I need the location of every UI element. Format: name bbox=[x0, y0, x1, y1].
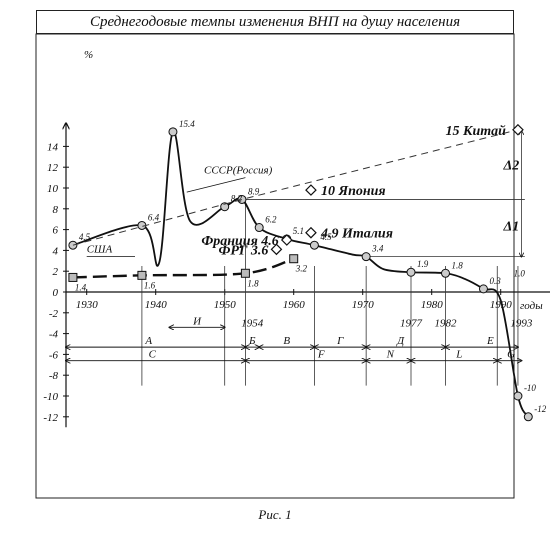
country-marker bbox=[270, 243, 283, 256]
usa-series-name: США bbox=[87, 243, 113, 255]
usa-point bbox=[68, 272, 78, 282]
label-layer: Δ2 Δ1 4.5 6.4 15.4 8.2 8.9 6.2 5.1 4.5 3.4 1.9 1.8 0.… bbox=[75, 119, 547, 414]
ussr-point bbox=[441, 268, 450, 278]
y-tick-label: 12 bbox=[47, 162, 59, 174]
ussr-value-label: 0.3 bbox=[489, 276, 501, 286]
ussr-value-label: 4.5 bbox=[320, 232, 332, 242]
usa-value-label: 1.4 bbox=[75, 282, 87, 292]
ussr-point bbox=[361, 252, 371, 262]
y-tick-label: 4 bbox=[53, 245, 59, 257]
guide-lines bbox=[141, 131, 525, 386]
country-marker bbox=[305, 226, 317, 239]
period-label: А bbox=[144, 335, 152, 347]
period-label: Е bbox=[486, 335, 494, 347]
period-label: В bbox=[283, 335, 290, 347]
country-marker bbox=[280, 234, 293, 246]
ussr-value-label: 15.4 bbox=[179, 119, 195, 129]
period-layer: А И Б В Г Д Е С F N L G bbox=[66, 315, 521, 360]
usa-point bbox=[137, 270, 147, 280]
y-tick-label: -12 bbox=[43, 412, 58, 424]
x-unit-label: годы bbox=[520, 300, 543, 312]
period-label: F bbox=[317, 349, 325, 361]
x-tick-label: 1990 bbox=[490, 299, 513, 311]
y-tick-label: -2 bbox=[49, 308, 59, 320]
period-label: G bbox=[507, 349, 515, 361]
x-tick-label: 1960 bbox=[283, 299, 306, 311]
ussr-value-label: -12 bbox=[534, 404, 546, 414]
x-tick-label: 1970 bbox=[352, 299, 375, 311]
ussr-point bbox=[168, 127, 178, 137]
country-label: 15 Китай bbox=[445, 124, 506, 139]
period-label: Д bbox=[396, 335, 405, 347]
y-unit-label: % bbox=[84, 49, 93, 61]
ussr-value-label: -10 bbox=[524, 383, 536, 393]
series-layer bbox=[68, 123, 533, 422]
ussr-series-name: СССР(Россия) bbox=[204, 164, 273, 176]
y-tick-label: 0 bbox=[53, 287, 59, 299]
ussr-point bbox=[406, 267, 416, 277]
ussr-point bbox=[220, 202, 230, 212]
y-tick-label: 14 bbox=[47, 141, 59, 153]
ussr-value-label: 1.8 bbox=[452, 260, 464, 270]
period-label: И bbox=[192, 315, 202, 327]
y-tick-label: -8 bbox=[49, 370, 59, 382]
usa-point bbox=[240, 268, 250, 278]
period-label: Г bbox=[336, 335, 344, 347]
country-label: 10 Япония bbox=[321, 184, 386, 199]
ussr-value-label: 8.2 bbox=[231, 194, 243, 204]
ussr-value-label: 6.2 bbox=[265, 215, 277, 225]
x-extra-label: 1993 bbox=[510, 317, 533, 329]
ussr-value-label: 1.9 bbox=[417, 259, 429, 269]
country-label: 4.9 Италия bbox=[320, 227, 393, 242]
ussr-value-label: 5.1 bbox=[293, 226, 304, 236]
ussr-value-label: 8.9 bbox=[248, 186, 260, 196]
y-tick-label: 10 bbox=[47, 183, 59, 195]
delta-2-label: Δ2 bbox=[502, 158, 519, 173]
ussr-value-label: 6.4 bbox=[148, 212, 160, 222]
y-tick-label: 8 bbox=[53, 204, 59, 216]
ussr-point bbox=[478, 284, 488, 294]
x-tick-label: 1940 bbox=[145, 299, 168, 311]
period-label: С bbox=[149, 349, 157, 361]
x-extra-label: 1954 bbox=[241, 317, 264, 329]
figure-caption: Рис. 1 bbox=[258, 507, 292, 522]
x-tick-label: 1980 bbox=[421, 299, 444, 311]
y-tick-label: 6 bbox=[53, 225, 59, 237]
ussr-point bbox=[523, 412, 533, 422]
ussr-value-label: 4.5 bbox=[79, 232, 91, 242]
y-tick-label: 2 bbox=[53, 266, 59, 278]
period-label: L bbox=[455, 349, 462, 361]
country-marker bbox=[512, 123, 524, 136]
x-tick-label: 1930 bbox=[76, 299, 99, 311]
country-marker bbox=[305, 184, 317, 196]
axes: % годы 14 12 10 8 6 4 2 0 -2 -4 -6 -8 -10 -12 1930 1940 19… bbox=[43, 49, 550, 428]
trend-line bbox=[72, 129, 519, 246]
country-label: ФРГ 3.6 bbox=[219, 243, 269, 258]
usa-curve bbox=[72, 257, 295, 279]
usa-point bbox=[289, 254, 299, 264]
usa-value-label: 1.6 bbox=[144, 280, 156, 290]
ussr-value-label: 1.0 bbox=[514, 269, 526, 279]
period-label: N bbox=[386, 349, 395, 361]
usa-value-label: 3.2 bbox=[295, 264, 308, 274]
ussr-value-label: 3.4 bbox=[371, 244, 384, 254]
y-tick-label: -6 bbox=[49, 349, 59, 361]
ussr-point bbox=[254, 223, 264, 233]
country-label: Франция 4.6 bbox=[201, 234, 278, 249]
ussr-name-pointer bbox=[186, 177, 246, 193]
usa-value-label: 1.8 bbox=[247, 278, 259, 288]
y-tick-label: -4 bbox=[49, 329, 59, 341]
period-label: Б bbox=[248, 335, 256, 347]
ussr-point bbox=[513, 391, 523, 401]
plot-frame bbox=[35, 33, 515, 499]
delta-1-label: Δ1 bbox=[502, 220, 519, 235]
y-tick-label: -10 bbox=[43, 391, 58, 403]
ussr-point bbox=[237, 194, 247, 204]
ussr-point bbox=[309, 240, 319, 250]
